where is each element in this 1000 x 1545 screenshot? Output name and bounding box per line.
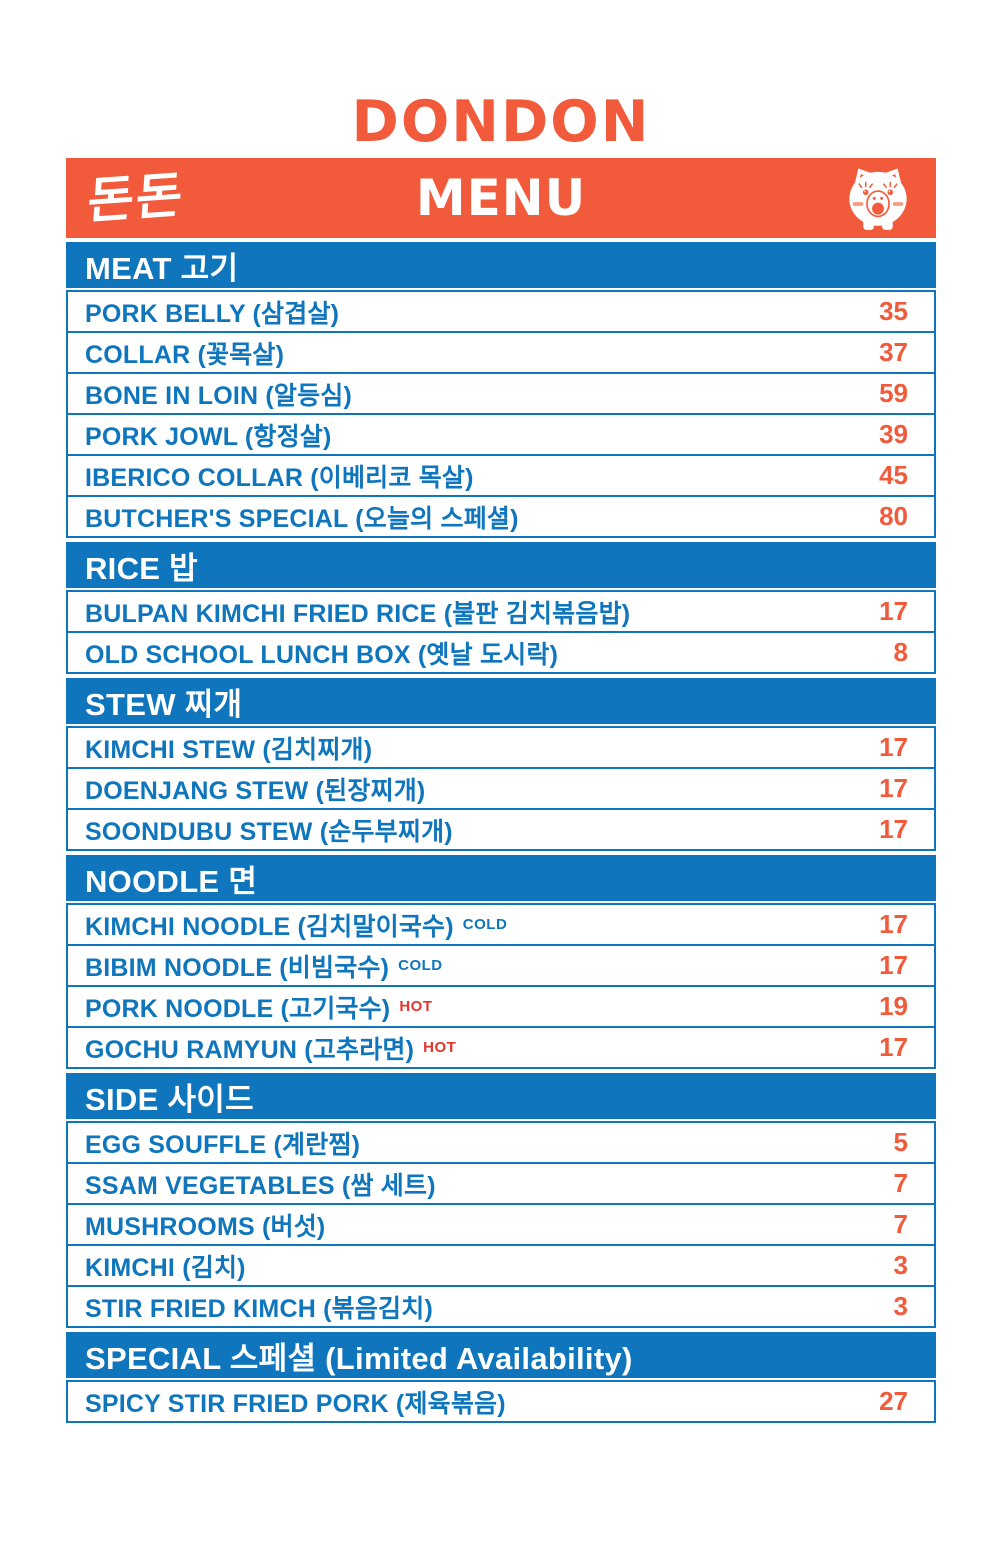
item-price: 17 [879,596,908,626]
korean-brand-logo: 돈돈 [85,165,187,231]
menu-page: DONDON 돈돈 MENU [66,0,936,1423]
menu-item-row: BONE IN LOIN (알등심) 59 [66,372,936,415]
section-header: MEAT 고기 [66,242,936,288]
section-rows: EGG SOUFFLE (계란찜) 5 SSAM VEGETABLES (쌈 세트)… [66,1121,936,1328]
menu-item-row: KIMCHI (김치) 3 [66,1244,936,1287]
item-name: GOCHU RAMYUN (고추라면) [85,1035,415,1064]
item-price: 5 [893,1127,908,1157]
menu-item-row: EGG SOUFFLE (계란찜) 5 [66,1121,936,1164]
menu-item-row: BIBIM NOODLE (비빔국수) COLD 17 [66,944,936,987]
item-price: 59 [879,378,908,408]
menu-item-row: IBERICO COLLAR (이베리코 목살) 45 [66,454,936,497]
item-price: 27 [879,1386,908,1416]
section-header: STEW 찌개 [66,678,936,724]
pig-icon [842,163,914,233]
item-name: SPICY STIR FRIED PORK (제육볶음) [85,1389,506,1418]
item-price: 17 [879,814,908,844]
item-price: 3 [893,1250,908,1280]
item-price: 39 [879,419,908,449]
item-name: STIR FRIED KIMCH (볶음김치) [85,1294,433,1323]
item-name: PORK BELLY (삼겹살) [85,299,340,328]
item-name: OLD SCHOOL LUNCH BOX (옛날 도시락) [85,640,559,669]
menu-item-row: MUSHROOMS (버섯) 7 [66,1203,936,1246]
item-price: 17 [879,1032,908,1062]
item-price: 7 [893,1168,908,1198]
item-name: BULPAN KIMCHI FRIED RICE (불판 김치볶음밥) [85,599,631,628]
section-rows: BULPAN KIMCHI FRIED RICE (불판 김치볶음밥) 17 OLD… [66,590,936,674]
item-name: BUTCHER'S SPECIAL (오늘의 스페셜) [85,504,519,533]
menu-item-row: COLLAR (꽃목살) 37 [66,331,936,374]
item-name: PORK NOODLE (고기국수) [85,994,391,1023]
section-header: SIDE 사이드 [66,1073,936,1119]
item-price: 3 [893,1291,908,1321]
item-price: 45 [879,460,908,490]
menu-item-row: SPICY STIR FRIED PORK (제육볶음) 27 [66,1380,936,1423]
item-price: 17 [879,732,908,762]
section-rows: SPICY STIR FRIED PORK (제육볶음) 27 [66,1380,936,1423]
item-price: 17 [879,950,908,980]
item-name: SSAM VEGETABLES (쌈 세트) [85,1171,436,1200]
menu-sections: MEAT 고기 PORK BELLY (삼겹살) 35 COLLAR (꽃목살) 37 B… [66,242,936,1423]
menu-item-row: BULPAN KIMCHI FRIED RICE (불판 김치볶음밥) 17 [66,590,936,633]
section-header: NOODLE 면 [66,855,936,901]
item-name: MUSHROOMS (버섯) [85,1212,326,1241]
item-price: 37 [879,337,908,367]
menu-item-row: BUTCHER'S SPECIAL (오늘의 스페셜) 80 [66,495,936,538]
item-price: 35 [879,296,908,326]
item-price: 80 [879,501,908,531]
item-name: PORK JOWL (항정살) [85,422,332,451]
section-rows: PORK BELLY (삼겹살) 35 COLLAR (꽃목살) 37 BONE IN … [66,290,936,538]
menu-item-row: SOONDUBU STEW (순두부찌개) 17 [66,808,936,851]
section-header: SPECIAL 스페셜 (Limited Availability) [66,1332,936,1378]
menu-item-row: KIMCHI NOODLE (김치말이국수) COLD 17 [66,903,936,946]
item-temperature-badge: HOT [399,998,433,1015]
section-header: RICE 밥 [66,542,936,588]
menu-item-row: PORK BELLY (삼겹살) 35 [66,290,936,333]
section-rows: KIMCHI NOODLE (김치말이국수) COLD 17 BIBIM NOODLE… [66,903,936,1069]
menu-item-row: GOCHU RAMYUN (고추라면) HOT 17 [66,1026,936,1069]
item-name: KIMCHI STEW (김치찌개) [85,735,373,764]
brand-wordmark: DONDON [351,89,651,155]
item-price: 8 [893,637,908,667]
item-price: 7 [893,1209,908,1239]
section-rows: KIMCHI STEW (김치찌개) 17 DOENJANG STEW (된장찌개)… [66,726,936,851]
item-price: 17 [879,773,908,803]
item-name: DOENJANG STEW (된장찌개) [85,776,426,805]
item-temperature-badge: HOT [423,1039,457,1056]
menu-item-row: KIMCHI STEW (김치찌개) 17 [66,726,936,769]
header-banner: 돈돈 MENU [66,158,936,238]
menu-item-row: OLD SCHOOL LUNCH BOX (옛날 도시락) 8 [66,631,936,674]
menu-item-row: STIR FRIED KIMCH (볶음김치) 3 [66,1285,936,1328]
item-name: EGG SOUFFLE (계란찜) [85,1130,361,1159]
menu-item-row: PORK JOWL (항정살) 39 [66,413,936,456]
item-name: IBERICO COLLAR (이베리코 목살) [85,463,474,492]
item-price: 19 [879,991,908,1021]
menu-item-row: PORK NOODLE (고기국수) HOT 19 [66,985,936,1028]
item-name: BIBIM NOODLE (비빔국수) [85,953,390,982]
item-price: 17 [879,909,908,939]
item-name: KIMCHI (김치) [85,1253,246,1282]
item-temperature-badge: COLD [398,957,443,974]
menu-item-row: DOENJANG STEW (된장찌개) 17 [66,767,936,810]
menu-title: MENU [415,169,587,227]
item-name: COLLAR (꽃목살) [85,340,285,369]
menu-item-row: SSAM VEGETABLES (쌈 세트) 7 [66,1162,936,1205]
item-name: BONE IN LOIN (알등심) [85,381,353,410]
item-name: KIMCHI NOODLE (김치말이국수) [85,912,454,941]
item-name: SOONDUBU STEW (순두부찌개) [85,817,453,846]
item-temperature-badge: COLD [462,916,508,933]
